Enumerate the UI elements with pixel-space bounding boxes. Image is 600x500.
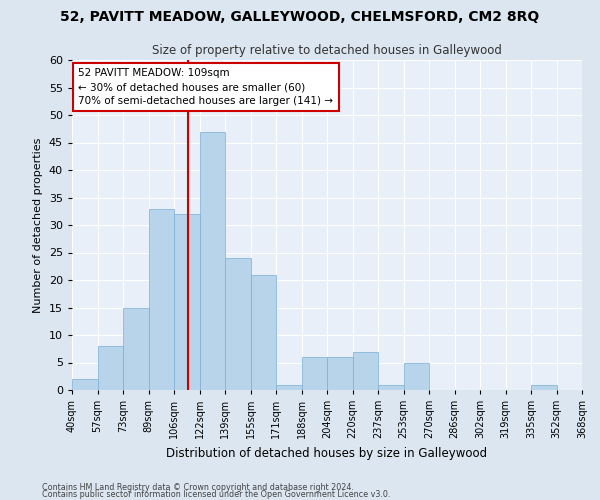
Bar	[225, 258, 251, 390]
Bar	[97, 346, 123, 390]
Bar	[174, 214, 199, 390]
Bar	[353, 352, 378, 390]
Bar	[531, 384, 557, 390]
Text: 52 PAVITT MEADOW: 109sqm
← 30% of detached houses are smaller (60)
70% of semi-d: 52 PAVITT MEADOW: 109sqm ← 30% of detach…	[79, 68, 334, 106]
Y-axis label: Number of detached properties: Number of detached properties	[33, 138, 43, 312]
Bar	[276, 384, 302, 390]
Title: Size of property relative to detached houses in Galleywood: Size of property relative to detached ho…	[152, 44, 502, 58]
Bar	[251, 274, 276, 390]
Bar	[404, 362, 429, 390]
Bar	[302, 357, 327, 390]
Text: 52, PAVITT MEADOW, GALLEYWOOD, CHELMSFORD, CM2 8RQ: 52, PAVITT MEADOW, GALLEYWOOD, CHELMSFOR…	[61, 10, 539, 24]
Text: Contains public sector information licensed under the Open Government Licence v3: Contains public sector information licen…	[42, 490, 391, 499]
Bar	[378, 384, 404, 390]
Bar	[72, 379, 97, 390]
X-axis label: Distribution of detached houses by size in Galleywood: Distribution of detached houses by size …	[166, 446, 488, 460]
Bar	[327, 357, 353, 390]
Bar	[149, 208, 174, 390]
Text: Contains HM Land Registry data © Crown copyright and database right 2024.: Contains HM Land Registry data © Crown c…	[42, 484, 354, 492]
Bar	[199, 132, 225, 390]
Bar	[123, 308, 149, 390]
